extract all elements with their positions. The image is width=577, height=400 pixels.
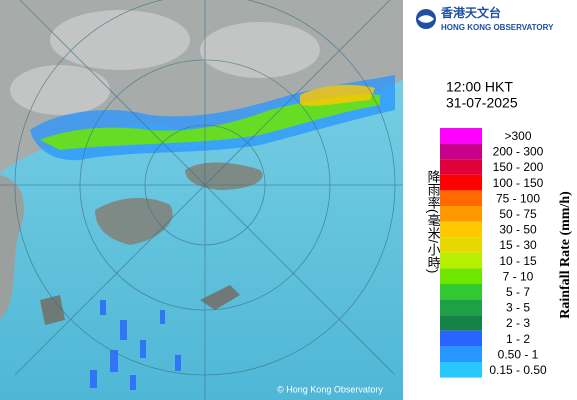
legend-swatch xyxy=(440,128,482,144)
legend-swatch xyxy=(440,221,482,238)
legend-label: 0.15 - 0.50 xyxy=(489,363,547,377)
logo-chinese: 香港天文台 xyxy=(440,5,501,20)
copyright: © Hong Kong Observatory xyxy=(277,384,383,394)
radar-map: © Hong Kong Observatory xyxy=(0,0,403,400)
legend-label: 3 - 5 xyxy=(506,301,530,315)
legend-swatch xyxy=(440,299,482,316)
legend-label: 75 - 100 xyxy=(496,191,540,205)
legend-swatch xyxy=(440,237,482,253)
legend-swatch xyxy=(440,268,482,284)
legend-label: 5 - 7 xyxy=(506,285,530,299)
island xyxy=(40,285,240,325)
legend-label: 50 - 75 xyxy=(499,207,537,221)
legend-swatch xyxy=(440,159,482,175)
range-rings xyxy=(0,0,403,400)
land-west xyxy=(0,175,24,320)
legend-label: 30 - 50 xyxy=(499,223,537,237)
legend-swatch xyxy=(440,362,482,378)
legend-label: 10 - 15 xyxy=(499,254,537,268)
island xyxy=(95,198,173,245)
logo-english: HONG KONG OBSERVATORY xyxy=(441,23,554,32)
legend-swatch xyxy=(440,143,482,160)
legend-swatch xyxy=(440,252,482,269)
legend-swatch xyxy=(440,346,482,362)
date: 31-07-2025 xyxy=(446,95,518,111)
legend-label: 1 - 2 xyxy=(506,332,530,346)
clouds xyxy=(10,10,320,115)
legend-label: 7 - 10 xyxy=(503,269,534,283)
legend-label: 2 - 3 xyxy=(506,316,530,330)
legend-label: 15 - 30 xyxy=(499,238,537,252)
legend-label: 100 - 150 xyxy=(493,176,544,190)
legend-swatch xyxy=(440,284,482,300)
legend-swatch xyxy=(440,315,482,331)
legend-label: 150 - 200 xyxy=(493,160,544,174)
island xyxy=(185,162,263,190)
legend-label: 200 - 300 xyxy=(493,145,544,159)
legend-swatch xyxy=(440,330,482,347)
legend-swatch xyxy=(440,190,482,206)
legend-swatch xyxy=(440,206,482,222)
legend-swatch xyxy=(440,174,482,191)
legend-label: >300 xyxy=(504,129,531,143)
logo: 香港天文台 HONG KONG OBSERVATORY xyxy=(416,5,554,32)
rain-echoes xyxy=(30,75,395,390)
legend-label: 0.50 - 1 xyxy=(498,347,539,361)
legend-title-chinese: 降雨率(毫米/小時) xyxy=(426,170,441,273)
time: 12:00 HKT xyxy=(446,79,513,95)
legend-title-english: Rainfall Rate (mm/h) xyxy=(558,191,573,319)
